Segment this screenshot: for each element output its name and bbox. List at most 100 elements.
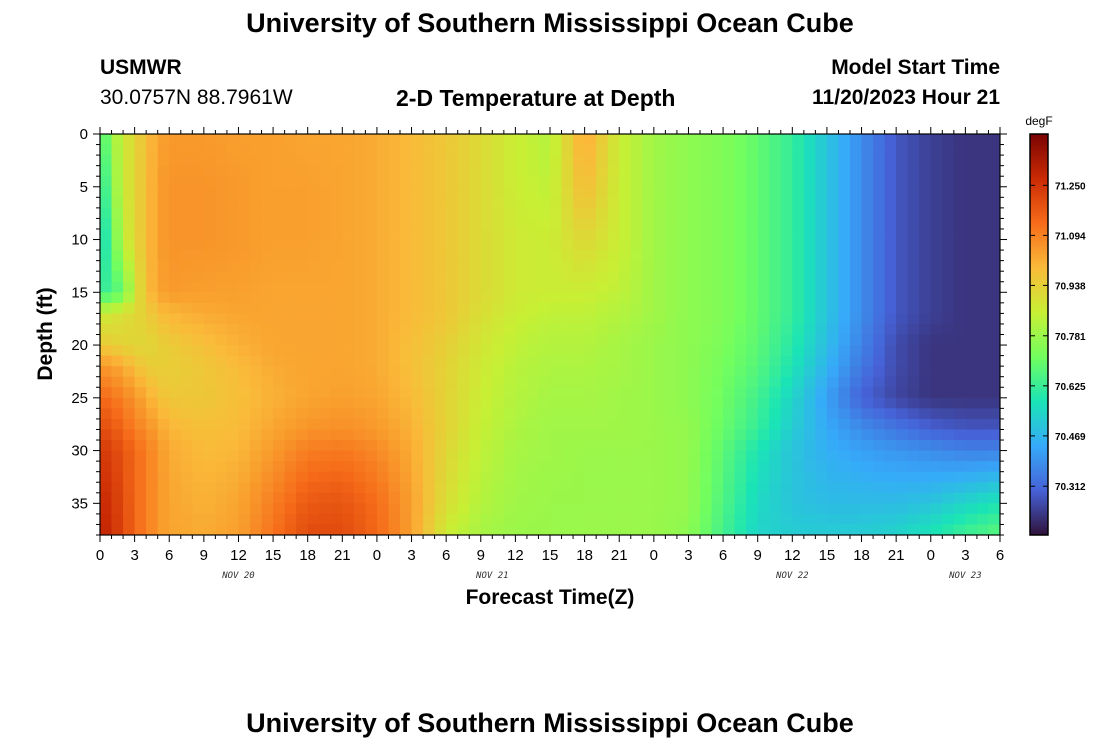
heatmap-cell [746,292,759,304]
heatmap-cell [284,207,297,219]
heatmap-cell [700,271,712,283]
colorbar-tick-label: 71.094 [1055,231,1086,242]
heatmap-cell [284,176,297,188]
heatmap-cell [469,165,482,177]
heatmap-cell [100,323,112,335]
heatmap-cell [688,513,701,525]
heatmap-cell [630,239,643,251]
heatmap-cell [307,408,320,420]
heatmap-cell [134,387,147,399]
heatmap-cell [711,313,724,325]
heatmap-cell [873,366,886,378]
heatmap-cell [526,408,539,420]
heatmap-cell [723,461,736,473]
heatmap-cell [573,471,586,483]
heatmap-cell [873,302,886,314]
heatmap-cell [515,355,528,367]
heatmap-cell [884,345,897,356]
heatmap-cell [907,461,920,473]
heatmap-cell [192,281,205,293]
heatmap-cell [273,418,286,430]
heatmap-cell [861,450,874,462]
heatmap-cell [988,440,1001,451]
heatmap-cell [319,345,332,356]
heatmap-cell [907,271,920,283]
heatmap-cell [757,228,770,240]
heatmap-cell [526,218,539,230]
heatmap-cell [469,387,482,399]
heatmap-cell [584,292,597,304]
heatmap-cell [411,387,424,399]
heatmap-cell [457,176,470,188]
heatmap-cell [700,471,712,483]
heatmap-cell [180,461,193,473]
heatmap-cell [146,482,159,494]
heatmap-cell [953,239,966,251]
heatmap-cell [573,323,586,335]
heatmap-cell [723,271,736,283]
heatmap-cell [169,524,182,536]
heatmap-cell [146,355,159,367]
heatmap-cell [711,429,724,441]
heatmap-cell [780,492,793,504]
heatmap-cell [111,239,124,251]
heatmap-cell [250,418,262,430]
heatmap-cell [469,281,482,293]
heatmap-cell [700,260,712,272]
heatmap-cell [850,134,862,145]
heatmap-cell [988,471,1001,483]
heatmap-cell [700,376,712,388]
y-tick-label: 15 [71,284,88,301]
heatmap-cell [503,397,516,409]
heatmap-cell [723,239,736,251]
heatmap-cell [803,186,816,198]
heatmap-cell [919,471,932,483]
heatmap-cell [653,323,666,335]
heatmap-cell [400,429,412,441]
heatmap-cell [550,239,562,251]
heatmap-cell [896,503,909,515]
heatmap-cell [919,176,932,188]
heatmap-cell [307,345,320,356]
heatmap-cell [250,239,262,251]
heatmap-cell [803,165,816,177]
heatmap-cell [596,197,609,209]
heatmap-cell [619,418,632,430]
heatmap-cell [250,302,262,314]
heatmap-cell [746,155,759,167]
heatmap-cell [573,260,586,272]
heatmap-cell [273,302,286,314]
heatmap-cell [665,429,678,441]
heatmap-cell [769,292,782,304]
heatmap-cell [550,513,562,525]
heatmap-cell [619,155,632,167]
heatmap-cell [376,366,389,378]
heatmap-cell [769,376,782,388]
heatmap-cell [596,345,609,356]
heatmap-cell [250,292,262,304]
heatmap-cell [423,250,436,262]
heatmap-cell [226,323,239,335]
heatmap-cell [700,144,712,156]
heatmap-cell [607,471,620,483]
heatmap-cell [261,281,274,293]
heatmap-cell [988,345,1001,356]
heatmap-cell [296,134,309,145]
heatmap-cell [676,134,689,145]
heatmap-cell [826,492,839,504]
heatmap-cell [400,165,412,177]
heatmap-cell [238,186,251,198]
heatmap-cell [284,429,297,441]
heatmap-cell [284,355,297,367]
heatmap-cell [573,450,586,462]
heatmap-cell [515,450,528,462]
heatmap-cell [873,323,886,335]
heatmap-cell [746,144,759,156]
heatmap-cell [573,292,586,304]
heatmap-cell [192,155,205,167]
heatmap-cell [815,345,828,356]
heatmap-cell [376,334,389,346]
heatmap-cell [192,302,205,314]
heatmap-cell [584,408,597,420]
heatmap-cell [376,250,389,262]
